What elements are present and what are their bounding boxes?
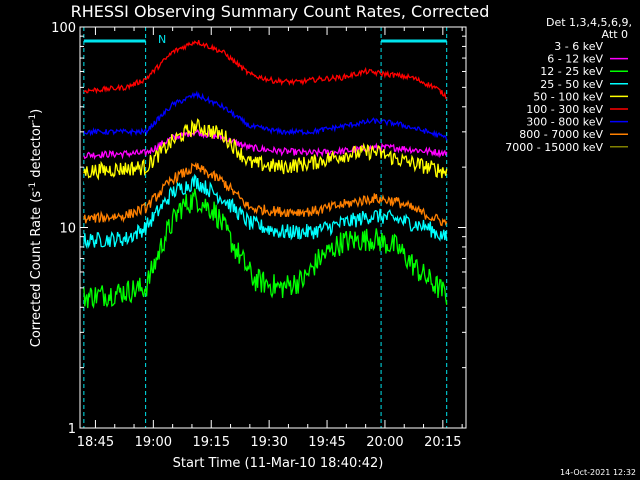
night-flag-label: N (158, 33, 166, 46)
x-tick-label: 19:15 (193, 435, 230, 450)
series-line (83, 40, 448, 100)
x-axis-ticks: 18:45 19:00 19:15 19:30 19:45 20:00 20:15 (77, 27, 463, 450)
series-line (83, 90, 448, 141)
legend-header: Det 1,3,4,5,6,9, (546, 16, 632, 29)
y-tick-label: 1 (68, 422, 76, 437)
y-tick-label: 10 (59, 222, 76, 237)
x-tick-label: 18:45 (77, 435, 114, 450)
series-line (83, 188, 448, 309)
y-axis-label-mid: detector (29, 122, 44, 182)
legend-label: 50 - 100 keV (533, 90, 603, 103)
y-axis-label-main: Corrected Count Rate (s (29, 191, 44, 348)
legend-label: 300 - 800 keV (526, 116, 603, 129)
series-line (83, 118, 448, 181)
legend-label: 800 - 7000 keV (519, 128, 603, 141)
y-axis-ticks: 1 10 100 (51, 21, 466, 437)
legend-label: 7000 - 15000 keV (505, 141, 603, 154)
y-tick-label: 100 (51, 21, 76, 36)
y-axis-label-end: ) (29, 109, 44, 114)
series-lines (83, 40, 448, 309)
x-tick-label: 19:30 (250, 435, 287, 450)
timestamp: 14-Oct-2021 12:32 (560, 468, 636, 477)
y-axis-label-sup1: -1 (28, 182, 38, 191)
legend-label: 6 - 12 keV (547, 53, 603, 66)
legend-label: 100 - 300 keV (526, 103, 603, 116)
x-tick-label: 20:15 (424, 435, 461, 450)
series-line (83, 161, 448, 227)
series-line (83, 129, 448, 161)
legend-label: 25 - 50 keV (540, 78, 603, 91)
legend-header-att: Att 0 (602, 28, 628, 41)
y-axis-label-sup2: -1 (28, 114, 38, 123)
series-line (83, 144, 447, 189)
night-intervals (83, 27, 448, 428)
legend-label: 3 - 6 keV (554, 40, 603, 53)
legend-label: 12 - 25 keV (540, 65, 603, 78)
x-tick-label: 19:45 (308, 435, 345, 450)
x-tick-label: 19:00 (135, 435, 172, 450)
y-axis-label: Corrected Count Rate (s-1 detector-1) (28, 109, 44, 347)
x-axis-label: Start Time (11-Mar-10 18:40:42) (173, 456, 384, 471)
x-tick-label: 20:00 (366, 435, 403, 450)
series-line (83, 173, 448, 250)
chart-title: RHESSI Observing Summary Count Rates, Co… (71, 2, 490, 21)
